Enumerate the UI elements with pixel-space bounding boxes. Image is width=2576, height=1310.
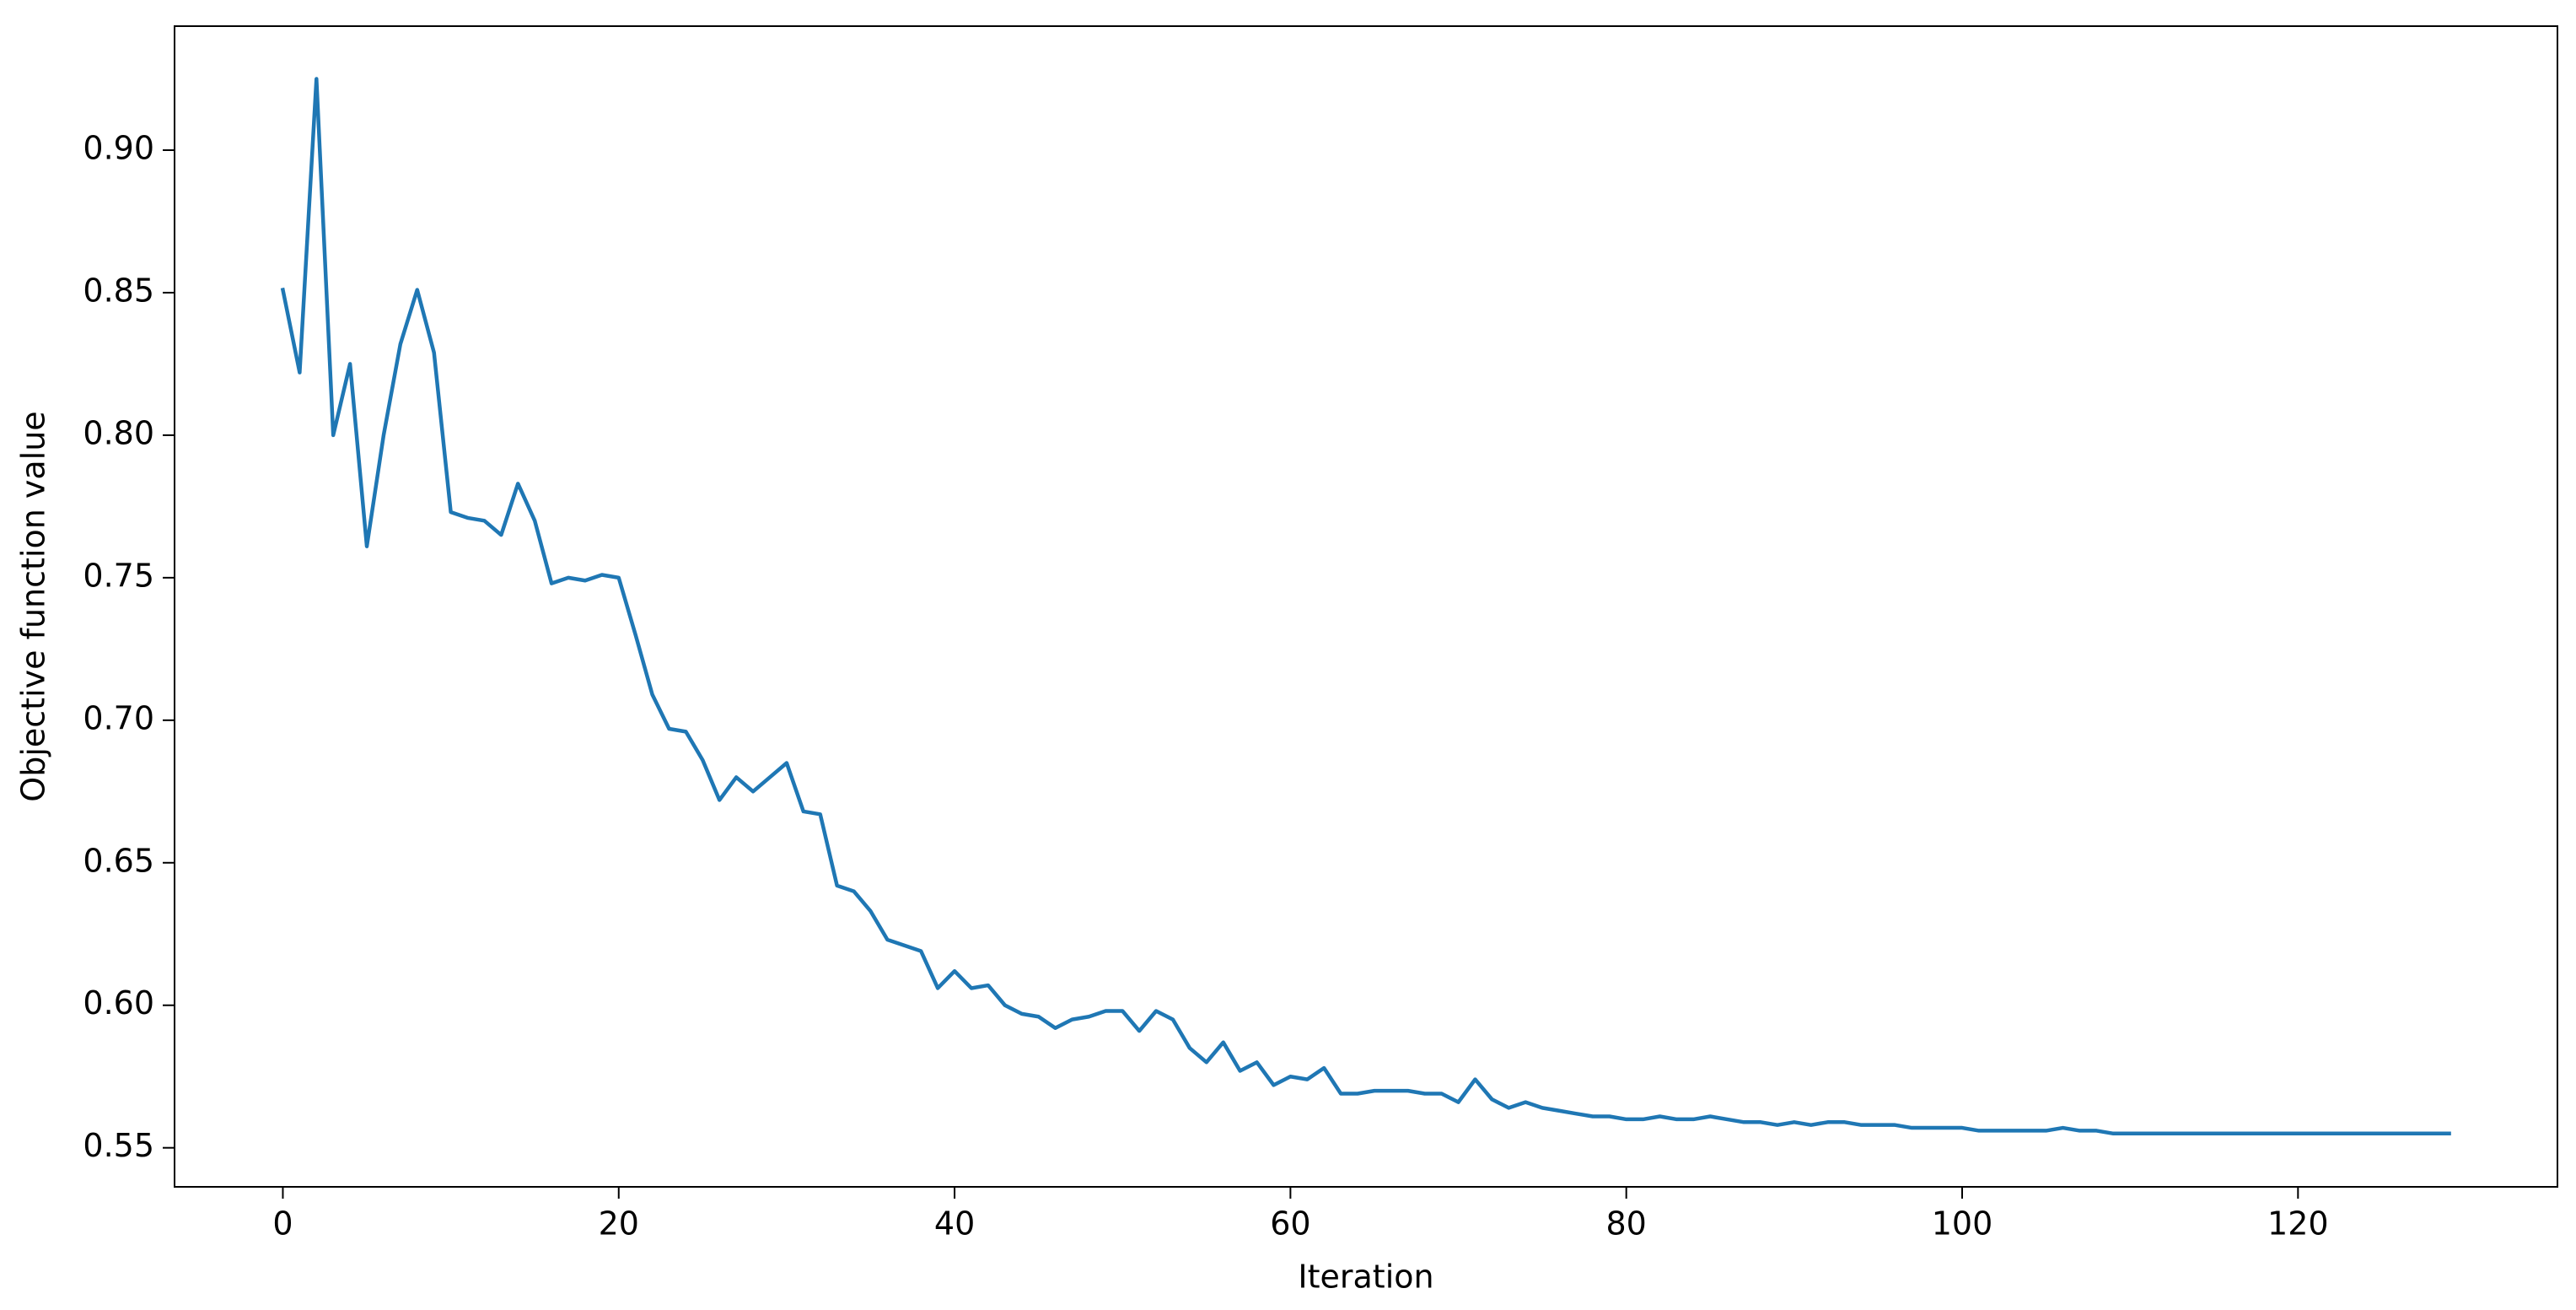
x-axis-label: Iteration [1298, 1259, 1433, 1296]
y-tick-label: 0.90 [83, 129, 154, 166]
x-tick-label: 120 [2267, 1205, 2329, 1243]
plot-frame [174, 25, 2558, 1188]
y-tick-label: 0.70 [83, 699, 154, 736]
y-axis-label: Objective function value [15, 411, 52, 801]
x-tick-label: 20 [599, 1205, 639, 1243]
x-tick-label: 60 [1270, 1205, 1310, 1243]
x-tick-label: 0 [272, 1205, 293, 1243]
y-tick-label: 0.65 [83, 842, 154, 879]
y-tick-label: 0.75 [83, 557, 154, 594]
line-series [280, 77, 2451, 1136]
x-tick-label: 100 [1932, 1205, 1993, 1243]
y-tick-label: 0.80 [83, 414, 154, 451]
y-tick-label: 0.55 [83, 1127, 154, 1164]
y-tick-label: 0.60 [83, 984, 154, 1022]
x-tick-label: 80 [1606, 1205, 1647, 1243]
y-tick-label: 0.85 [83, 272, 154, 309]
x-tick-label: 40 [934, 1205, 975, 1243]
